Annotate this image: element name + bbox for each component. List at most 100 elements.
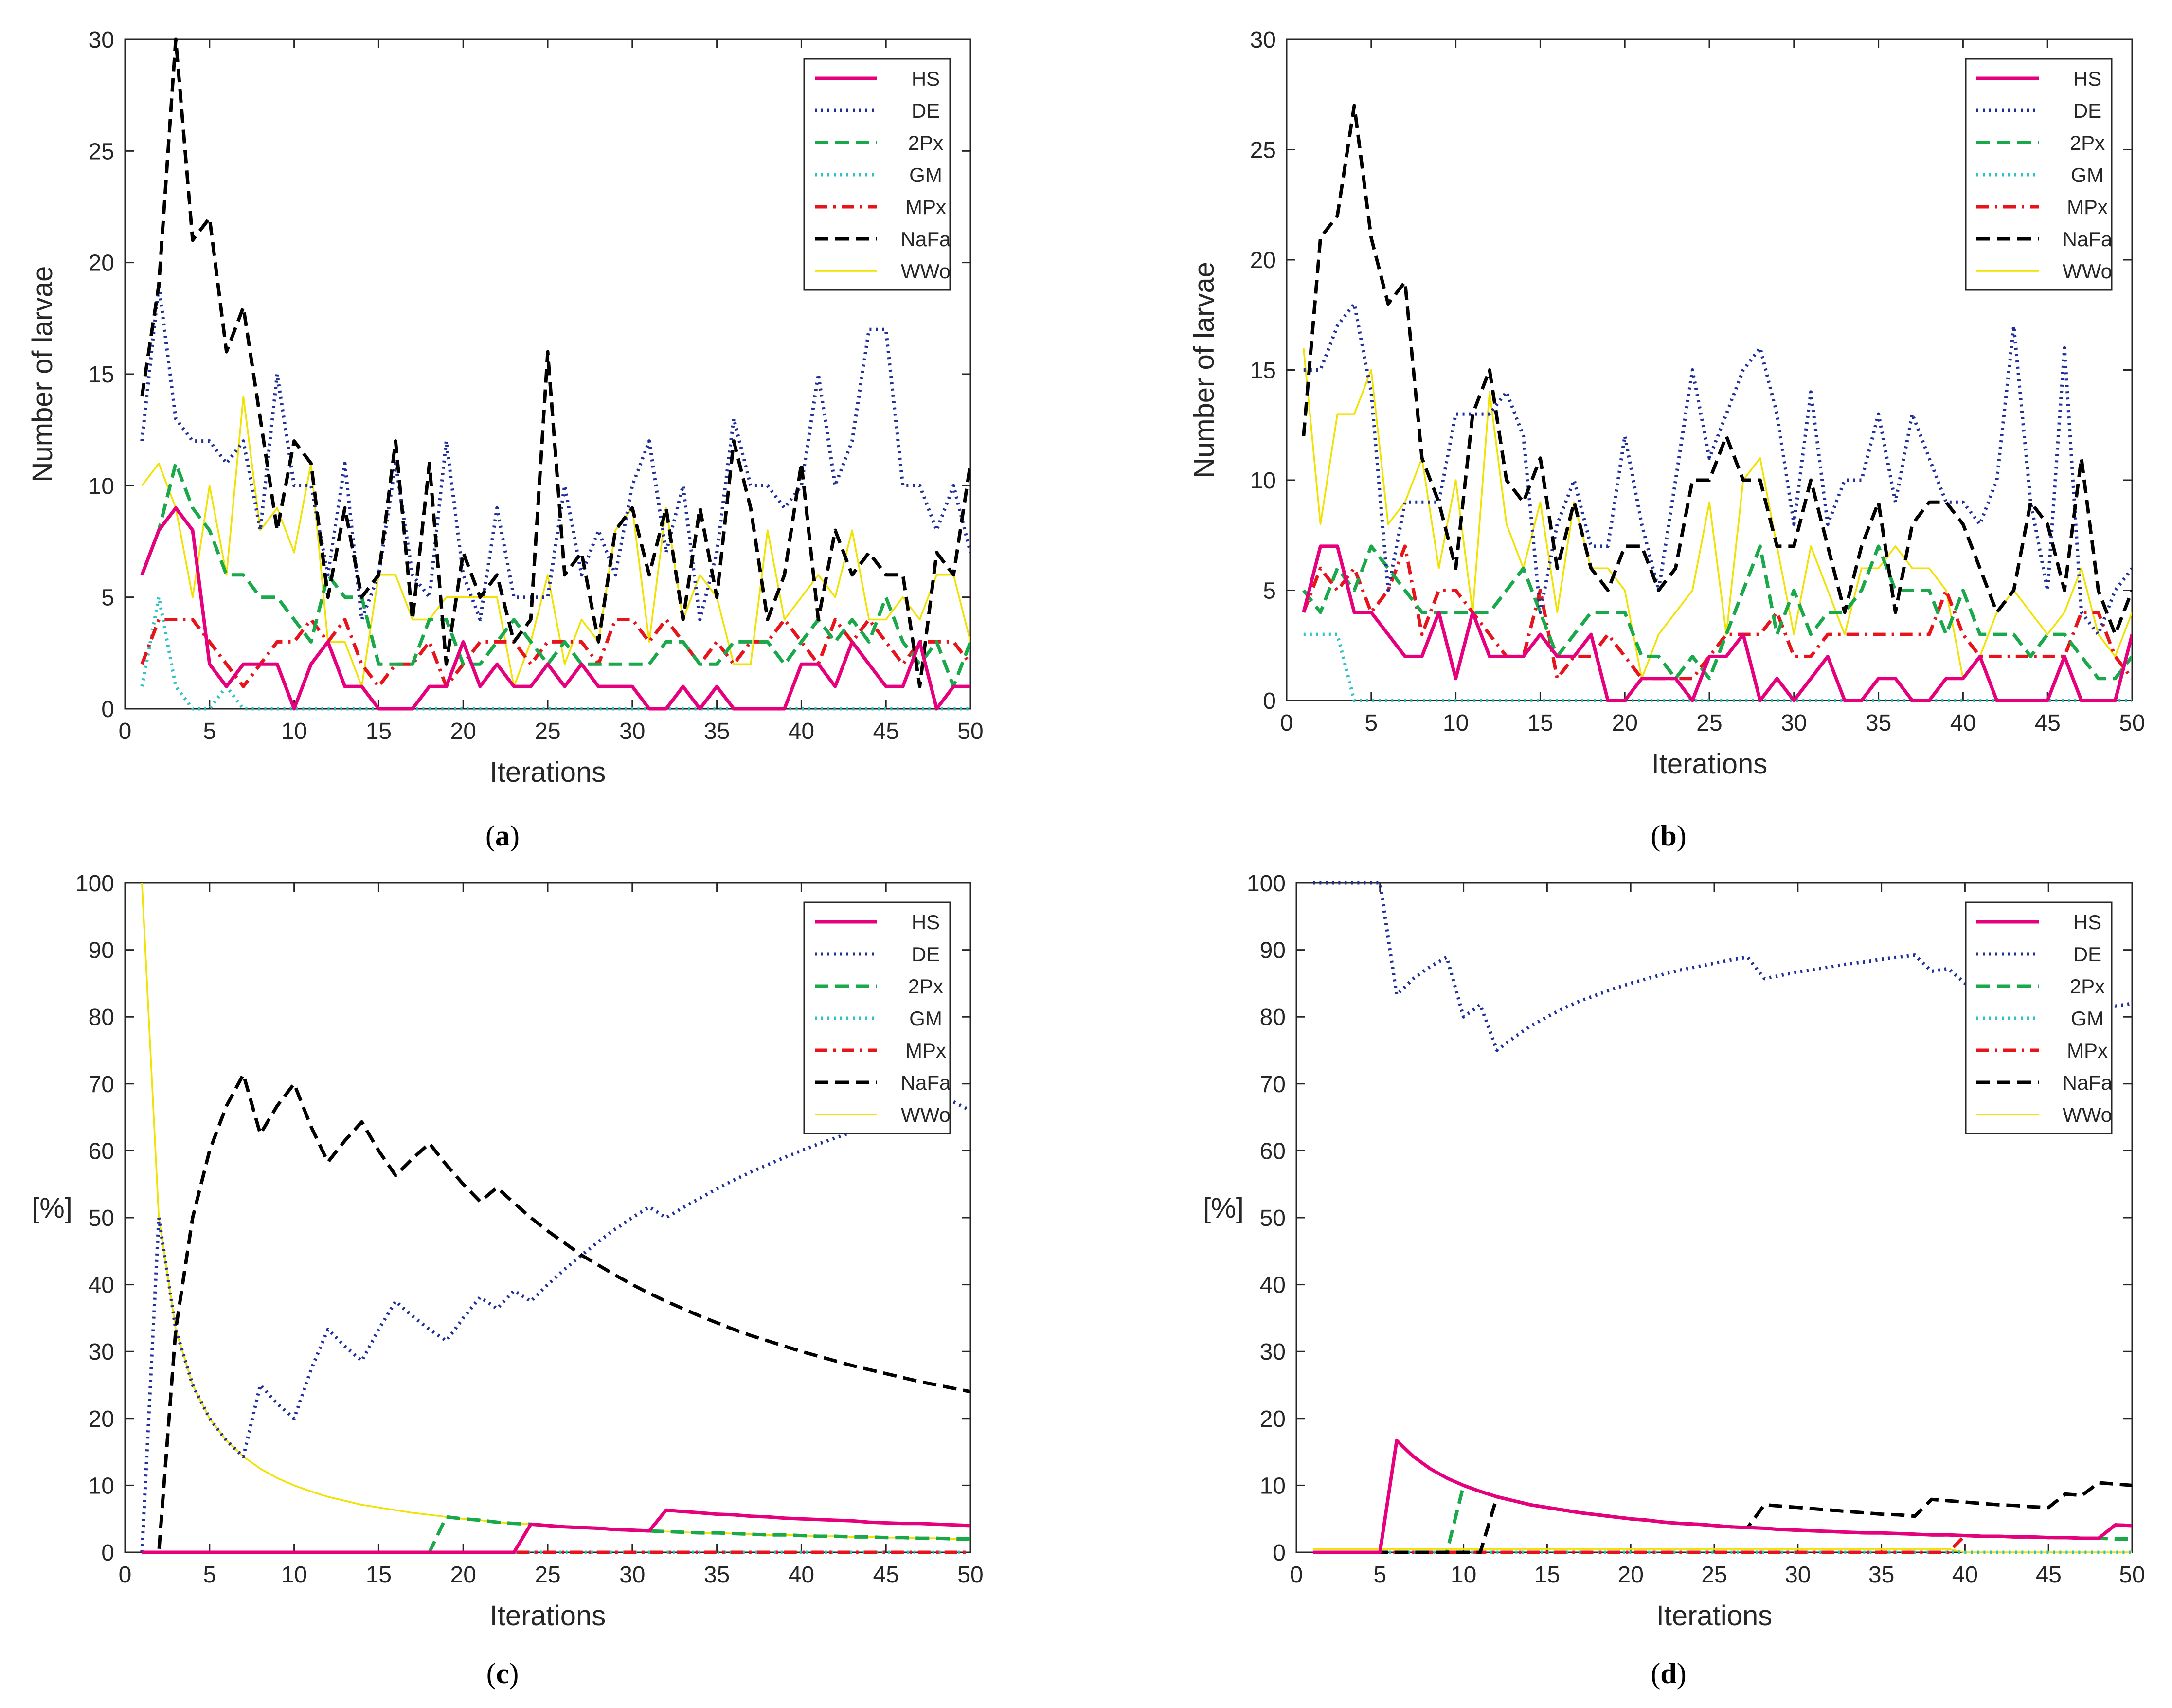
y-tick-label: 20 <box>1250 248 1276 273</box>
series-line-gm <box>1303 632 2132 702</box>
series-line-2px <box>140 462 970 688</box>
panel-caption: (d) <box>1651 1657 1686 1690</box>
x-tick-label: 50 <box>957 719 983 744</box>
legend-label-hs: HS <box>912 911 940 934</box>
legend-label-2px: 2Px <box>2070 131 2105 154</box>
panel-caption: (a) <box>485 820 520 852</box>
y-tick-label: 70 <box>89 1072 114 1097</box>
legend-label-gm: GM <box>2071 163 2104 186</box>
x-tick-label: 15 <box>1527 710 1553 736</box>
x-tick-label: 0 <box>1290 1562 1303 1588</box>
y-tick-label: 0 <box>101 1540 114 1566</box>
y-tick-label: 30 <box>1260 1339 1286 1365</box>
y-tick-label: 50 <box>1260 1205 1286 1231</box>
x-tick-label: 30 <box>619 1562 645 1588</box>
y-tick-label: 15 <box>1250 358 1276 384</box>
series-line-nafa <box>142 1073 970 1554</box>
y-tick-label: 60 <box>1260 1138 1286 1164</box>
series-line-mpx <box>140 618 970 688</box>
x-tick-label: 15 <box>366 1562 392 1588</box>
series-line-de <box>140 1100 970 1553</box>
x-tick-label: 40 <box>1950 710 1976 736</box>
y-tick-label: 0 <box>1273 1540 1286 1566</box>
legend-label-mpx: MPx <box>905 1039 946 1062</box>
legend-label-nafa: NaFa <box>2063 1071 2113 1094</box>
y-tick-label: 5 <box>1263 578 1276 604</box>
legend-label-de: DE <box>2073 99 2101 122</box>
y-tick-label: 5 <box>101 585 114 611</box>
y-tick-label: 100 <box>1247 871 1286 897</box>
x-axis-label: Iterations <box>1656 1600 1773 1632</box>
legend-label-de: DE <box>2073 943 2101 966</box>
legend-label-mpx: MPx <box>2067 196 2108 218</box>
series-line-wwo <box>1313 1548 2132 1553</box>
y-tick-label: 0 <box>1263 688 1276 714</box>
x-tick-label: 20 <box>1618 1562 1644 1588</box>
y-tick-label: 25 <box>1250 138 1276 163</box>
x-axis-label: Iterations <box>490 756 606 788</box>
x-tick-label: 25 <box>1696 710 1722 736</box>
legend-label-2px: 2Px <box>2070 975 2105 998</box>
legend-label-gm: GM <box>2071 1007 2104 1030</box>
x-tick-label: 50 <box>957 1562 983 1588</box>
y-tick-label: 30 <box>89 27 114 53</box>
legend-label-mpx: MPx <box>905 196 946 218</box>
y-tick-label: 80 <box>1260 1005 1286 1030</box>
y-tick-label: 20 <box>89 1406 114 1432</box>
y-tick-label: 10 <box>89 473 114 499</box>
legend-label-wwo: WWo <box>901 260 951 283</box>
x-tick-label: 5 <box>1373 1562 1386 1588</box>
x-tick-label: 10 <box>1451 1562 1476 1588</box>
x-tick-label: 45 <box>2035 710 2061 736</box>
series-line-de <box>1303 302 2132 636</box>
legend: HS DE 2Px GM MPx NaFa WWo <box>803 901 951 1134</box>
y-tick-label: 50 <box>89 1205 114 1231</box>
legend-label-nafa: NaFa <box>901 1071 951 1094</box>
legend-label-wwo: WWo <box>901 1103 951 1126</box>
x-tick-label: 35 <box>704 1562 730 1588</box>
chart-panel-d: 0 5 10 15 20 25 30 35 40 45 50 0 10 20 30 40 50 60 70 80 90 1… <box>1203 871 2145 1690</box>
x-tick-label: 5 <box>1364 710 1378 736</box>
series-line-de <box>1313 881 2132 1052</box>
series-line-gm <box>140 595 970 711</box>
legend-label-hs: HS <box>912 67 940 90</box>
x-tick-label: 10 <box>281 1562 307 1588</box>
x-tick-label: 45 <box>2036 1562 2062 1588</box>
chart-panel-c: 0 5 10 15 20 25 30 35 40 45 50 0 10 20 30 40 50 60 70 80 90 1… <box>32 871 984 1690</box>
x-tick-label: 35 <box>1868 1562 1894 1588</box>
y-tick-label: 25 <box>89 139 114 164</box>
legend-label-de: DE <box>912 943 940 966</box>
x-tick-label: 15 <box>366 719 392 744</box>
series-line-hs <box>1313 1438 2132 1554</box>
y-tick-label: 80 <box>89 1005 114 1030</box>
chart-panel-b: 0 5 10 15 20 25 30 35 40 45 50 0 5 10 15 20 25 30 Iteratio… <box>1188 27 2145 852</box>
y-tick-label: 100 <box>75 871 114 897</box>
y-tick-label: 60 <box>89 1138 114 1164</box>
x-tick-label: 40 <box>1952 1562 1978 1588</box>
legend-label-hs: HS <box>2073 911 2101 934</box>
x-tick-label: 50 <box>2119 1562 2145 1588</box>
x-tick-label: 40 <box>789 1562 814 1588</box>
x-tick-label: 35 <box>704 719 730 744</box>
chart-panel-a: 0 5 10 15 20 25 30 35 40 45 50 0 5 10 15 20 25 30 Iteratio… <box>27 27 984 852</box>
legend: HS DE 2Px GM MPx NaFa WWo <box>1965 901 2113 1134</box>
x-tick-label: 30 <box>619 719 645 744</box>
y-tick-label: 10 <box>1260 1473 1286 1499</box>
x-axis-label: Iterations <box>490 1600 606 1632</box>
x-tick-label: 20 <box>450 1562 476 1588</box>
legend-label-2px: 2Px <box>908 131 943 154</box>
x-tick-label: 25 <box>535 719 560 744</box>
x-tick-label: 30 <box>1785 1562 1811 1588</box>
x-tick-label: 20 <box>1612 710 1638 736</box>
series-line-nafa <box>140 37 970 688</box>
x-tick-label: 50 <box>2119 710 2145 736</box>
legend-label-wwo: WWo <box>2063 1103 2112 1126</box>
x-tick-label: 5 <box>203 1562 216 1588</box>
series-line-hs <box>1302 544 2132 702</box>
x-axis-label: Iterations <box>1651 748 1768 780</box>
y-axis-label: Number of larvae <box>1188 262 1220 478</box>
panel-caption: (c) <box>486 1657 519 1690</box>
y-axis-label: [%] <box>1203 1192 1244 1224</box>
y-axis-label: [%] <box>32 1192 72 1224</box>
